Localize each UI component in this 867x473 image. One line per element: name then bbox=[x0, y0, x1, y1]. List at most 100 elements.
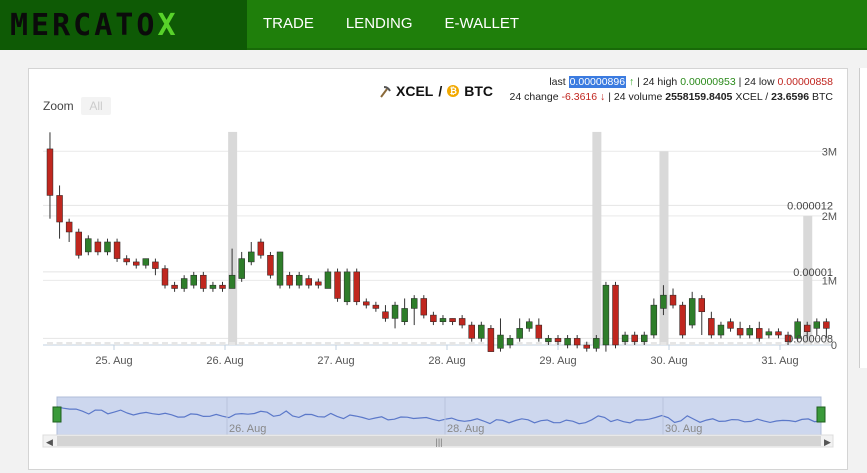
candle-body bbox=[746, 328, 753, 336]
volume-bar bbox=[162, 342, 168, 345]
zoom-all-button[interactable]: All bbox=[81, 97, 111, 115]
candle-body bbox=[363, 301, 370, 306]
volume-bar bbox=[717, 342, 724, 345]
volume-bar bbox=[228, 131, 238, 345]
candle-body bbox=[621, 334, 629, 342]
candle-body bbox=[593, 338, 600, 349]
volume-bar bbox=[324, 342, 331, 345]
candle-body bbox=[104, 241, 111, 253]
x-tick-label: 26. Aug bbox=[206, 355, 243, 367]
candle-body bbox=[497, 334, 504, 349]
candle-body bbox=[315, 281, 322, 286]
volume-bar bbox=[229, 342, 236, 345]
navigator-handle-right[interactable] bbox=[816, 406, 826, 423]
candle-body bbox=[113, 241, 121, 259]
x-tick-label: 29. Aug bbox=[539, 355, 576, 367]
candle-body bbox=[736, 328, 744, 336]
candle-body bbox=[257, 241, 265, 256]
logo-text: MERCATOX bbox=[10, 7, 179, 43]
volume-bar bbox=[171, 342, 178, 345]
candle-body bbox=[669, 294, 677, 306]
candle-body bbox=[171, 284, 178, 289]
navigator-handle-left[interactable] bbox=[52, 406, 62, 423]
scrollbar-grip: ||| bbox=[435, 437, 442, 447]
candle-body bbox=[468, 324, 475, 339]
volume-bar bbox=[592, 131, 602, 345]
scrollbar-thumb[interactable] bbox=[57, 436, 821, 446]
candle-body bbox=[775, 331, 782, 336]
candle-body bbox=[372, 304, 380, 309]
volume-tick-label: 2M bbox=[822, 211, 837, 223]
volume-bar bbox=[123, 342, 130, 345]
price-tick-label: 0.00001 bbox=[793, 267, 833, 279]
volume-bar bbox=[468, 342, 475, 345]
candle-body bbox=[209, 284, 217, 289]
volume-bar bbox=[660, 342, 667, 345]
candle-body bbox=[602, 284, 610, 346]
low-label: | 24 low bbox=[738, 76, 775, 88]
volume-bar bbox=[449, 342, 456, 345]
candle-body bbox=[612, 284, 619, 346]
candle-body bbox=[228, 274, 236, 289]
candle-body bbox=[200, 274, 207, 289]
volume-bar bbox=[411, 342, 418, 345]
volume-bar bbox=[516, 342, 523, 345]
volume-bar bbox=[305, 342, 312, 345]
candle-body bbox=[756, 328, 763, 339]
pair-base: XCEL bbox=[396, 83, 434, 99]
volume-bar bbox=[104, 342, 111, 345]
candle-body bbox=[708, 318, 715, 336]
candle-body bbox=[410, 298, 418, 309]
candle-body bbox=[727, 321, 734, 329]
nav-trade[interactable]: TRADE bbox=[263, 15, 314, 32]
volume-bar bbox=[440, 342, 446, 345]
candle-body bbox=[545, 338, 552, 342]
volume-bar bbox=[315, 342, 322, 345]
side-panel-edge bbox=[859, 68, 867, 368]
volume-bar bbox=[142, 342, 149, 345]
candle-body bbox=[449, 318, 456, 322]
candle-body bbox=[430, 314, 437, 322]
volume-label: | 24 volume bbox=[608, 91, 663, 103]
high-value: 0.00000953 bbox=[680, 76, 736, 88]
candle-body bbox=[238, 258, 245, 279]
candle-body bbox=[334, 271, 341, 299]
candle-body bbox=[420, 298, 428, 316]
candle-body bbox=[190, 274, 197, 286]
candle-body bbox=[803, 324, 811, 332]
candle-body bbox=[516, 328, 523, 339]
scroll-left-arrow[interactable]: ◀ bbox=[46, 437, 53, 447]
volume-bar bbox=[363, 342, 370, 345]
zoom-label: Zoom bbox=[43, 99, 74, 113]
volume-bar bbox=[382, 342, 389, 345]
low-value: 0.00000858 bbox=[777, 76, 833, 88]
candle-body bbox=[573, 338, 581, 346]
volume-bar bbox=[392, 342, 399, 345]
volume-bar bbox=[775, 342, 782, 345]
nav-lending[interactable]: LENDING bbox=[345, 15, 413, 32]
candle-body bbox=[75, 231, 82, 256]
volume-bar bbox=[85, 342, 92, 345]
scroll-right-arrow[interactable]: ▶ bbox=[824, 437, 831, 447]
volume-bar bbox=[353, 342, 360, 345]
price-tick-label: 0.000012 bbox=[787, 200, 833, 212]
candle-body bbox=[401, 308, 408, 322]
nav-e-wallet[interactable]: E-WALLET bbox=[444, 15, 519, 32]
candle-body bbox=[248, 251, 255, 263]
x-tick-label: 31. Aug bbox=[761, 355, 798, 367]
candle-body bbox=[382, 311, 389, 319]
x-tick-label: 28. Aug bbox=[428, 355, 465, 367]
volume-bar bbox=[756, 342, 763, 345]
navigator-label: 28. Aug bbox=[447, 423, 484, 435]
pair-separator: / bbox=[438, 83, 443, 99]
logo[interactable]: MERCATOX bbox=[0, 0, 247, 50]
volume-bar bbox=[75, 342, 82, 345]
volume-bar bbox=[794, 342, 801, 345]
volume-bar bbox=[286, 342, 293, 345]
volume-bar bbox=[420, 342, 427, 345]
volume-tick-label: 1M bbox=[822, 275, 837, 287]
volume-bar bbox=[650, 342, 657, 345]
candle-body bbox=[765, 331, 773, 336]
price-chart[interactable]: 0.000008 0.00001 0.000012 0 1M 2M 3M 25. Aug 26.… bbox=[29, 69, 847, 469]
candle-body bbox=[343, 271, 351, 303]
